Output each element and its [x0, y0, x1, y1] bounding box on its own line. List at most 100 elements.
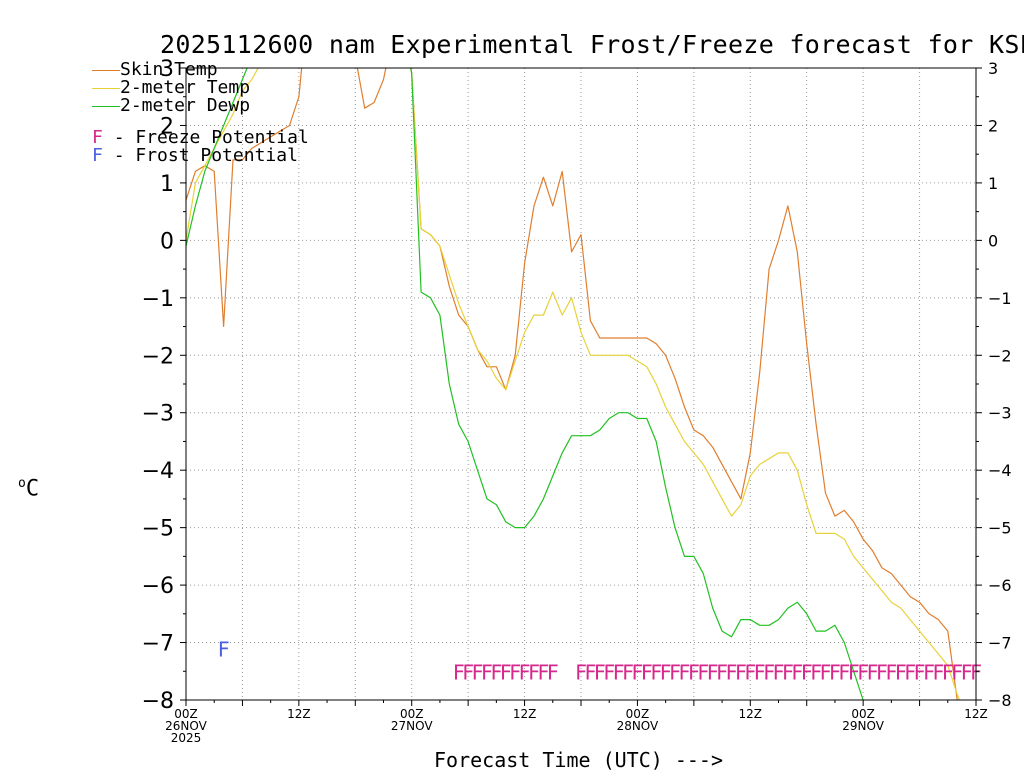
freeze-marker: F: [660, 660, 672, 684]
y-tick-label-right: −4: [988, 461, 1012, 480]
y-tick-label-left: −5: [142, 517, 174, 542]
y-tick-label-right: 2: [988, 116, 998, 135]
legend-freeze-potential: F - Freeze Potential: [92, 129, 309, 147]
freeze-marker: F: [678, 660, 690, 684]
x-tick-label: 27NOV: [391, 719, 433, 733]
freeze-marker: F: [500, 660, 512, 684]
freeze-marker: F: [885, 660, 897, 684]
y-tick-label-right: 3: [988, 59, 998, 78]
freeze-marker: F: [631, 660, 643, 684]
x-tick-label: 26NOV: [165, 719, 207, 733]
freeze-marker: F: [594, 660, 606, 684]
freeze-marker: F: [603, 660, 615, 684]
freeze-marker: F: [509, 660, 521, 684]
freeze-marker: F: [528, 660, 540, 684]
freeze-marker: F: [932, 660, 944, 684]
freeze-marker: F: [725, 660, 737, 684]
y-tick-label-left: −3: [142, 402, 174, 427]
freeze-marker: F: [472, 660, 484, 684]
freeze-marker: F: [904, 660, 916, 684]
degree-sign: o: [18, 476, 26, 491]
x-tick-label: 12Z: [513, 707, 537, 721]
y-tick-label-right: −6: [988, 576, 1012, 595]
y-tick-label-left: −4: [142, 459, 174, 484]
freeze-marker: F: [707, 660, 719, 684]
series-line-2-meter-temp: [186, 68, 961, 700]
freeze-marker: F: [848, 660, 860, 684]
y-tick-label-left: −1: [142, 287, 174, 312]
series-line-skin-temp: [186, 68, 958, 700]
freeze-marker: F: [820, 660, 832, 684]
legend-label-2m-temp: 2-meter Temp: [120, 77, 251, 98]
freeze-marker: F: [613, 660, 625, 684]
freeze-marker: F: [914, 660, 926, 684]
x-tick-label: 12Z: [287, 707, 311, 721]
freeze-marker: F: [547, 660, 559, 684]
series-lines: [186, 68, 961, 700]
y-axis-label: oC: [18, 476, 39, 501]
legend-label-skin: Skin Temp: [120, 59, 218, 80]
legend-skin-temp: Skin Temp: [92, 61, 218, 79]
freeze-marker: F: [650, 660, 662, 684]
freeze-marker: F: [801, 660, 813, 684]
freeze-marker: F: [584, 660, 596, 684]
freeze-marker: F: [961, 660, 973, 684]
y-tick-label-left: 0: [160, 229, 174, 254]
y-tick-label-left: −8: [142, 689, 174, 714]
freeze-symbol: F: [92, 127, 103, 148]
freeze-marker: F: [622, 660, 634, 684]
y-tick-label-right: 1: [988, 174, 998, 193]
freeze-marker: F: [754, 660, 766, 684]
freeze-label: - Freeze Potential: [113, 127, 309, 148]
freeze-marker: F: [697, 660, 709, 684]
y-tick-label-left: −2: [142, 344, 174, 369]
freeze-marker: F: [490, 660, 502, 684]
freeze-marker: F: [942, 660, 954, 684]
freeze-marker: F: [453, 660, 465, 684]
legend-2m-temp: 2-meter Temp: [92, 79, 250, 97]
freeze-marker: F: [782, 660, 794, 684]
legend-swatch-2m-dewp: [92, 105, 120, 107]
chart-title: 2025112600 nam Experimental Frost/Freeze…: [160, 30, 1024, 59]
x-tick-label: 29NOV: [842, 719, 884, 733]
legend-swatch-2m-temp: [92, 87, 120, 89]
freeze-marker: F: [791, 660, 803, 684]
legend-2m-dewp: 2-meter Dewp: [92, 97, 250, 115]
freeze-marker: F: [772, 660, 784, 684]
x-tick-label: 28NOV: [617, 719, 659, 733]
freeze-marker: F: [481, 660, 493, 684]
freeze-marker: F: [575, 660, 587, 684]
freeze-marker: F: [838, 660, 850, 684]
freeze-marker: F: [876, 660, 888, 684]
freeze-marker: F: [829, 660, 841, 684]
y-tick-label-left: 3: [160, 57, 174, 82]
y-tick-label-right: −7: [988, 634, 1012, 653]
legend-swatch-skin: [92, 69, 120, 71]
freeze-marker: F: [688, 660, 700, 684]
y-axis-unit: C: [25, 476, 40, 502]
legend-frost-potential: F - Frost Potential: [92, 147, 298, 165]
x-tick-label: 12Z: [964, 707, 988, 721]
freeze-marker: F: [744, 660, 756, 684]
y-tick-label-right: −2: [988, 346, 1012, 365]
y-tick-label-right: −3: [988, 404, 1012, 423]
y-tick-label-right: −8: [988, 691, 1012, 710]
x-tick-label: 00Z: [626, 707, 650, 721]
x-axis-label: Forecast Time (UTC) --->: [434, 748, 723, 772]
x-tick-label: 00Z: [400, 707, 424, 721]
axis-ticks: −8 −8 −7 −7 −6 −6 −5 −5 −4 −4 −3 −3 −2 −2 −1 −1 0 0 1 1 2 2 3 3…: [142, 57, 1012, 745]
frost-marker: F: [218, 637, 230, 661]
frost-label: - Frost Potential: [113, 145, 298, 166]
y-tick-label-right: −1: [988, 289, 1012, 308]
freeze-marker: F: [857, 660, 869, 684]
freeze-marker: F: [537, 660, 549, 684]
freeze-marker: F: [951, 660, 963, 684]
y-tick-label-right: 0: [988, 231, 998, 250]
freeze-marker: F: [669, 660, 681, 684]
legend-label-2m-dewp: 2-meter Dewp: [120, 95, 251, 116]
freeze-marker: F: [810, 660, 822, 684]
x-tick-label: 00Z: [174, 707, 198, 721]
y-tick-label-left: 1: [160, 172, 174, 197]
frost-symbol: F: [92, 145, 103, 166]
